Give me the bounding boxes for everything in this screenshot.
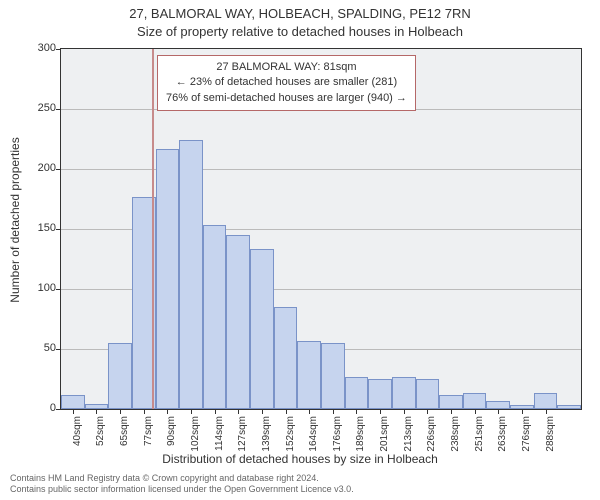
x-tick-label: 213sqm [403,416,414,456]
x-tick [498,409,499,414]
y-tick-label: 250 [38,102,56,114]
y-tick-label: 0 [50,402,56,414]
chart-title-address: 27, BALMORAL WAY, HOLBEACH, SPALDING, PE… [0,6,600,21]
histogram-bar [416,379,440,409]
x-tick [262,409,263,414]
x-tick-label: 276sqm [521,416,532,456]
gridline [61,169,581,170]
y-tick [56,169,61,170]
histogram-bar [321,343,345,409]
y-tick [56,49,61,50]
chart-container: 27, BALMORAL WAY, HOLBEACH, SPALDING, PE… [0,0,600,500]
histogram-bar [463,393,487,409]
histogram-bar [392,377,416,409]
x-tick-label: 226sqm [426,416,437,456]
x-tick-label: 52sqm [95,416,106,456]
histogram-bar [439,395,463,409]
y-tick [56,409,61,410]
footer-line1: Contains HM Land Registry data © Crown c… [10,473,590,485]
histogram-bar [61,395,85,409]
histogram-bar [203,225,227,409]
x-tick [238,409,239,414]
y-tick [56,109,61,110]
x-tick [380,409,381,414]
x-tick-label: 288sqm [545,416,556,456]
histogram-bar [557,405,581,409]
x-tick [451,409,452,414]
x-tick-label: 263sqm [497,416,508,456]
x-tick [522,409,523,414]
x-tick-label: 65sqm [119,416,130,456]
y-tick [56,289,61,290]
x-tick-label: 251sqm [474,416,485,456]
x-tick-label: 176sqm [332,416,343,456]
y-tick [56,229,61,230]
annotation-box: 27 BALMORAL WAY: 81sqm← 23% of detached … [157,55,416,111]
x-axis-label: Distribution of detached houses by size … [0,452,600,466]
y-tick [56,349,61,350]
x-tick [96,409,97,414]
x-tick [356,409,357,414]
annotation-line: 27 BALMORAL WAY: 81sqm [166,60,407,75]
x-tick [475,409,476,414]
histogram-bar [179,140,203,409]
x-tick [546,409,547,414]
footer-attribution: Contains HM Land Registry data © Crown c… [10,473,590,496]
x-tick-label: 238sqm [450,416,461,456]
x-tick-label: 164sqm [308,416,319,456]
histogram-bar [534,393,558,409]
x-tick-label: 77sqm [143,416,154,456]
y-tick-label: 150 [38,222,56,234]
x-tick-label: 127sqm [237,416,248,456]
x-tick [73,409,74,414]
x-tick [215,409,216,414]
histogram-bar [345,377,369,409]
plot-area: 27 BALMORAL WAY: 81sqm← 23% of detached … [60,48,582,410]
chart-subtitle: Size of property relative to detached ho… [0,24,600,39]
x-tick-label: 189sqm [355,416,366,456]
histogram-bar [274,307,298,409]
x-tick [167,409,168,414]
x-tick-label: 152sqm [285,416,296,456]
y-tick-label: 50 [44,342,56,354]
x-tick-label: 201sqm [379,416,390,456]
x-tick-label: 139sqm [261,416,272,456]
x-tick [427,409,428,414]
y-tick-label: 300 [38,42,56,54]
histogram-bar [486,401,510,409]
x-tick-label: 114sqm [214,416,225,456]
x-tick [404,409,405,414]
x-tick [120,409,121,414]
histogram-bar [156,149,180,409]
x-tick [309,409,310,414]
x-tick [333,409,334,414]
histogram-bar [368,379,392,409]
histogram-bar [108,343,132,409]
x-tick [144,409,145,414]
property-marker-line [152,49,154,409]
histogram-bar [226,235,250,409]
x-tick-label: 40sqm [72,416,83,456]
x-tick-label: 90sqm [166,416,177,456]
footer-line2: Contains public sector information licen… [10,484,590,496]
y-axis-label: Number of detached properties [8,55,22,220]
annotation-line: ← 23% of detached houses are smaller (28… [166,75,407,90]
annotation-line: 76% of semi-detached houses are larger (… [166,91,407,106]
x-tick [286,409,287,414]
x-tick-label: 102sqm [190,416,201,456]
y-tick-label: 200 [38,162,56,174]
x-tick [191,409,192,414]
histogram-bar [297,341,321,409]
histogram-bar [250,249,274,409]
y-tick-label: 100 [38,282,56,294]
